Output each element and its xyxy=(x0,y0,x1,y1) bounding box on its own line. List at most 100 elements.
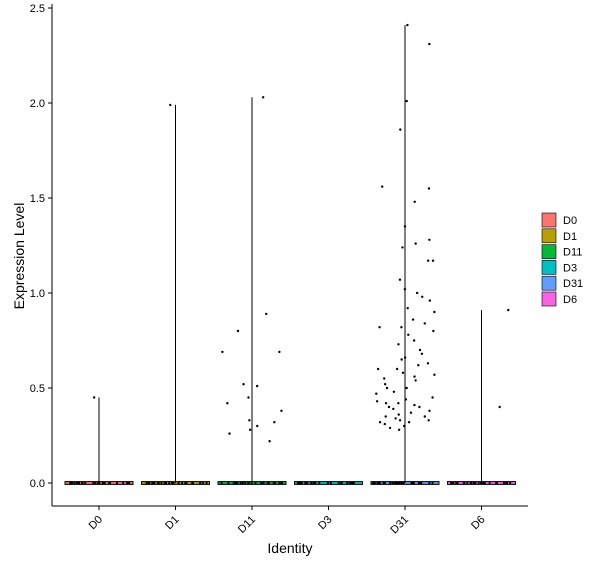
data-point xyxy=(248,419,251,422)
data-point xyxy=(383,422,386,426)
data-point xyxy=(265,312,268,316)
data-point xyxy=(428,299,432,302)
data-point xyxy=(412,339,416,342)
legend-key-D3 xyxy=(541,260,557,275)
data-point xyxy=(472,481,476,485)
data-point xyxy=(405,386,408,390)
data-point xyxy=(145,481,148,485)
data-point xyxy=(502,481,506,485)
data-point xyxy=(156,481,159,485)
legend-label: D31 xyxy=(563,278,583,290)
data-point xyxy=(427,187,431,190)
data-point xyxy=(340,481,343,485)
x-tick-label: D31 xyxy=(388,514,411,537)
data-point xyxy=(413,403,416,407)
data-point xyxy=(466,481,469,485)
data-point xyxy=(428,481,431,485)
legend-key-D6 xyxy=(541,291,557,307)
data-point xyxy=(164,481,168,485)
data-point xyxy=(278,350,281,354)
data-point xyxy=(417,364,420,367)
data-point xyxy=(220,481,223,485)
data-point xyxy=(418,348,422,352)
data-point xyxy=(417,481,420,485)
data-point xyxy=(482,481,485,485)
y-tick-label: 0.5 xyxy=(30,383,45,395)
data-point xyxy=(509,481,512,485)
x-tick-label: D0 xyxy=(87,514,105,532)
data-point xyxy=(349,481,352,485)
data-point xyxy=(373,481,376,485)
data-point xyxy=(314,481,317,485)
data-point xyxy=(412,481,416,485)
data-point xyxy=(296,481,299,485)
data-point xyxy=(421,295,424,298)
data-point xyxy=(406,23,409,27)
data-point xyxy=(262,481,265,485)
data-point xyxy=(385,386,389,390)
data-point xyxy=(400,358,403,361)
data-point xyxy=(409,411,413,414)
data-point xyxy=(401,246,404,249)
data-point xyxy=(247,396,250,399)
data-point xyxy=(431,481,434,485)
data-point xyxy=(198,481,202,485)
data-point xyxy=(171,481,174,485)
data-point xyxy=(407,421,411,424)
data-point xyxy=(394,417,397,420)
data-point xyxy=(148,481,151,485)
data-point xyxy=(329,481,332,485)
data-point xyxy=(226,402,229,405)
data-point xyxy=(404,398,408,401)
data-point xyxy=(383,383,387,386)
data-point xyxy=(403,356,407,359)
data-point xyxy=(381,185,384,188)
data-point xyxy=(384,402,388,405)
data-point xyxy=(201,481,204,485)
y-tick-label: 1.5 xyxy=(30,193,45,205)
data-point xyxy=(392,390,396,393)
x-tick-label: D6 xyxy=(469,514,487,532)
y-tick-label: 1.0 xyxy=(30,288,45,300)
y-tick-label: 2.5 xyxy=(30,3,45,15)
data-point xyxy=(97,481,100,485)
data-point xyxy=(228,432,231,435)
data-point xyxy=(413,200,416,203)
data-point xyxy=(400,326,403,329)
data-point xyxy=(432,329,435,333)
data-point xyxy=(352,481,355,485)
data-point xyxy=(403,288,407,291)
data-point xyxy=(414,242,417,245)
data-point xyxy=(413,375,416,378)
data-point xyxy=(452,481,455,485)
data-point xyxy=(236,329,240,333)
x-tick-label: D3 xyxy=(316,514,334,532)
data-point xyxy=(411,318,415,321)
data-point xyxy=(395,367,399,371)
data-point xyxy=(351,481,354,485)
data-point xyxy=(337,481,340,485)
data-point xyxy=(73,481,76,485)
data-point xyxy=(477,481,480,485)
data-point xyxy=(255,384,259,388)
data-point xyxy=(397,428,401,431)
data-point xyxy=(418,405,421,409)
data-point xyxy=(169,103,172,107)
data-point xyxy=(78,481,81,485)
data-point xyxy=(389,481,392,485)
data-point xyxy=(92,396,96,399)
data-point xyxy=(244,481,247,485)
data-point xyxy=(420,352,424,355)
data-point xyxy=(122,481,125,485)
data-point xyxy=(108,481,112,485)
data-point xyxy=(273,481,277,485)
data-point xyxy=(498,405,501,409)
data-point xyxy=(80,481,84,485)
data-point xyxy=(280,481,284,485)
data-point xyxy=(392,407,395,411)
legend-key-D0 xyxy=(541,212,557,228)
legend-label: D0 xyxy=(563,215,577,227)
data-point xyxy=(384,415,387,418)
data-point xyxy=(278,481,281,485)
